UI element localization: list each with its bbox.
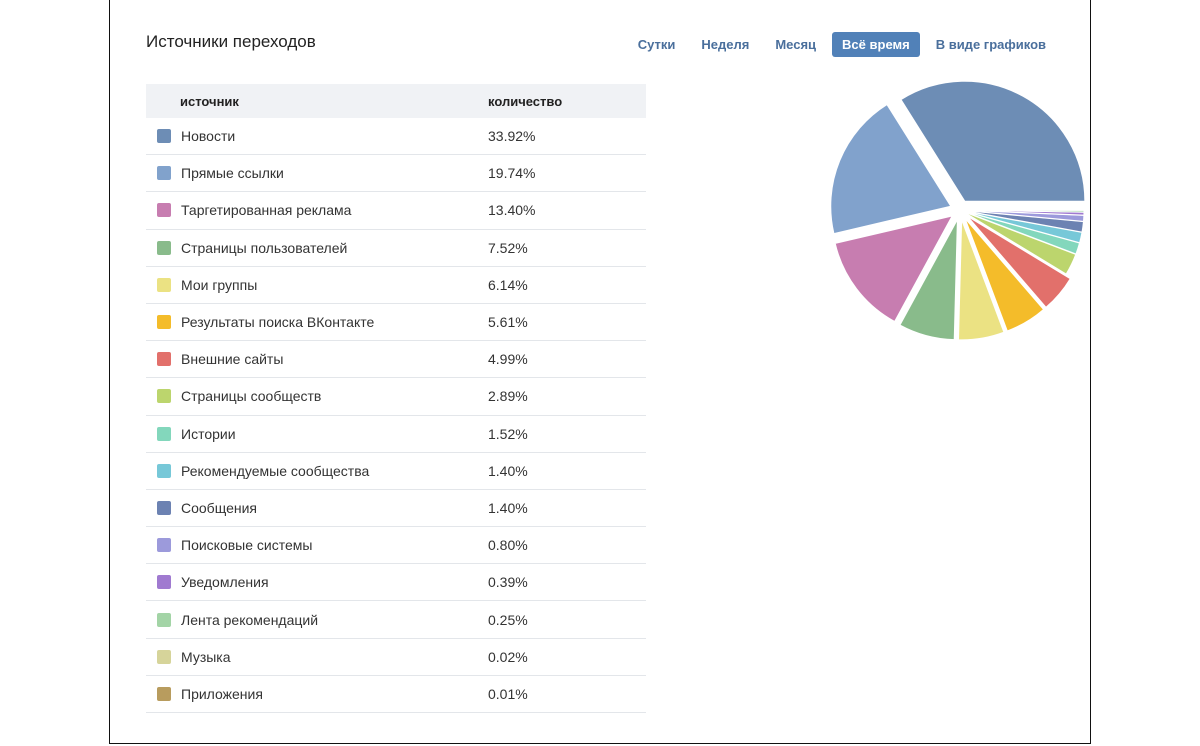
pie-slice[interactable] [967, 216, 1071, 309]
source-value: 33.92% [488, 128, 536, 145]
source-name: Рекомендуемые сообщества [181, 462, 370, 479]
table-row: Мои группы 6.14% [146, 267, 646, 304]
legend-swatch [157, 240, 171, 255]
source-name: Страницы пользователей [181, 239, 348, 256]
pie-slice[interactable] [830, 103, 952, 235]
table-row: Поисковые системы 0.80% [146, 527, 646, 565]
source-name: Результаты поиска ВКонтакте [181, 314, 375, 331]
pie-slice[interactable] [900, 80, 1086, 202]
period-day-button[interactable]: Сутки [637, 37, 676, 52]
page-title: Источники переходов [146, 32, 316, 51]
source-value: 1.52% [488, 425, 528, 442]
pie-slice[interactable] [964, 218, 1045, 332]
legend-swatch [157, 166, 171, 181]
legend-swatch [157, 315, 171, 330]
legend-swatch [157, 203, 171, 218]
table-row: Приложения 0.01% [146, 676, 646, 713]
source-value: 0.01% [488, 685, 528, 702]
legend-swatch [157, 352, 171, 367]
source-value: 0.25% [488, 611, 528, 628]
source-name: Сообщения [181, 499, 257, 516]
source-name: Истории [181, 425, 236, 442]
source-value: 6.14% [488, 276, 528, 293]
pie-slice[interactable] [957, 219, 1005, 341]
source-value: 1.40% [488, 462, 528, 479]
table-row: Лента рекомендаций 0.25% [146, 601, 646, 639]
period-all-time-button[interactable]: Всё время [832, 32, 920, 57]
pie-slice[interactable] [963, 211, 1077, 275]
source-value: 4.99% [488, 351, 528, 368]
source-name: Прямые ссылки [181, 165, 284, 182]
source-value: 5.61% [488, 314, 528, 331]
table-row: Результаты поиска ВКонтакте 5.61% [146, 304, 646, 342]
table-row: Внешние сайты 4.99% [146, 341, 646, 379]
source-value: 13.40% [488, 202, 536, 219]
period-month-button[interactable]: Месяц [775, 37, 817, 52]
table-header: источник количество [146, 84, 646, 118]
legend-swatch [157, 277, 171, 292]
table-row: Страницы сообществ 2.89% [146, 378, 646, 416]
table-row: Страницы пользователей 7.52% [146, 230, 646, 267]
source-name: Музыка [181, 648, 231, 665]
legend-swatch [157, 686, 171, 701]
sources-table: источник количество Новости 33.92% Прямые … [146, 84, 646, 713]
legend-swatch [157, 463, 171, 478]
legend-swatch [157, 129, 171, 144]
stats-panel: Источники переходов Сутки Неделя Месяц В… [109, 0, 1091, 744]
legend-swatch [157, 538, 171, 553]
legend-swatch [157, 426, 171, 441]
source-value: 2.89% [488, 388, 528, 405]
legend-swatch [157, 649, 171, 664]
source-name: Приложения [181, 685, 263, 702]
source-value: 1.40% [488, 499, 528, 516]
legend-swatch [157, 389, 171, 404]
table-row: Таргетированная реклама 13.40% [146, 192, 646, 230]
table-row: Прямые ссылки 19.74% [146, 155, 646, 193]
source-name: Страницы сообществ [181, 388, 322, 405]
period-switcher: Сутки Неделя Месяц Всё время В виде граф… [622, 32, 1056, 57]
table-row: Рекомендуемые сообщества 1.40% [146, 453, 646, 490]
table-row: Истории 1.52% [146, 416, 646, 453]
source-value: 0.02% [488, 648, 528, 665]
sources-pie-chart [830, 80, 1086, 341]
table-row: Сообщения 1.40% [146, 490, 646, 528]
period-week-button[interactable]: Неделя [701, 37, 750, 52]
source-value: 0.80% [488, 537, 528, 554]
source-value: 19.74% [488, 165, 536, 182]
source-name: Мои группы [181, 276, 258, 293]
column-header-source: источник [180, 93, 239, 109]
source-name: Таргетированная реклама [181, 202, 352, 219]
source-name: Поисковые системы [181, 537, 313, 554]
legend-swatch [157, 575, 171, 590]
legend-swatch [157, 612, 171, 627]
source-name: Лента рекомендаций [181, 611, 319, 628]
pie-slice[interactable] [899, 219, 958, 341]
table-row: Уведомления 0.39% [146, 564, 646, 602]
source-name: Новости [181, 128, 236, 145]
source-name: Внешние сайты [181, 351, 284, 368]
column-header-count: количество [488, 93, 563, 109]
table-row: Музыка 0.02% [146, 639, 646, 676]
source-value: 0.39% [488, 574, 528, 591]
pie-slice[interactable] [834, 215, 954, 323]
source-value: 7.52% [488, 239, 528, 256]
source-name: Уведомления [181, 574, 269, 591]
legend-swatch [157, 500, 171, 515]
graph-view-button[interactable]: В виде графиков [935, 37, 1046, 52]
table-row: Новости 33.92% [146, 118, 646, 156]
